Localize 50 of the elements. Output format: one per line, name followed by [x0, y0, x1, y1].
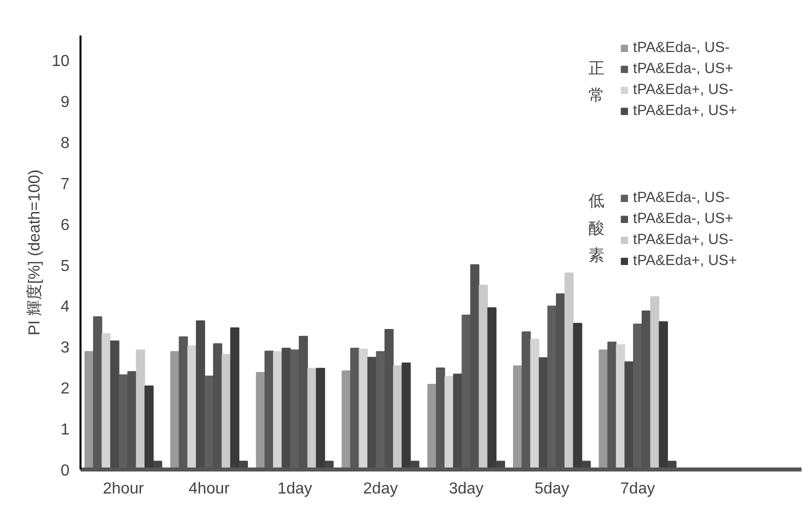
legend-label: tPA&Eda+, US+ — [633, 253, 738, 269]
bar — [598, 349, 608, 470]
bar — [273, 351, 282, 470]
bar — [616, 344, 626, 470]
bar — [478, 284, 488, 470]
bar — [513, 365, 522, 470]
y-tick-label: 10 — [52, 53, 70, 70]
annotation: 正常 — [588, 60, 604, 104]
x-tick-label: 2day — [363, 480, 398, 498]
x-tick-label: 7day — [620, 480, 655, 498]
y-tick-label: 1 — [60, 422, 70, 439]
bar — [342, 370, 351, 470]
bar — [256, 372, 266, 470]
y-tick-label: 6 — [60, 216, 70, 234]
bar — [136, 349, 146, 470]
legend-label: tPA&Eda+, US+ — [633, 103, 738, 119]
x-tick-label: 5day — [534, 480, 570, 498]
y-tick-label: 8 — [60, 134, 70, 152]
annotation: 低酸素 — [588, 193, 604, 264]
legend-label: tPA&Eda-, US- — [633, 190, 730, 206]
bar — [564, 272, 574, 470]
legend-label: tPA&Eda+, US- — [633, 82, 734, 98]
bar — [102, 333, 111, 470]
bar — [222, 354, 231, 470]
y-tick-label: 2 — [60, 380, 70, 398]
x-tick-label: 3day — [448, 480, 484, 498]
y-axis-title: PI 輝度[%] (death=100) — [26, 170, 44, 336]
y-tick-label: 5 — [60, 258, 70, 275]
bar — [170, 351, 180, 470]
y-tick-label: 0 — [60, 462, 70, 480]
x-tick-label: 2hour — [102, 480, 144, 498]
bar — [358, 348, 368, 470]
y-tick-label: 7 — [60, 176, 70, 193]
bar — [84, 351, 94, 470]
y-tick-label: 4 — [60, 298, 70, 316]
bar — [444, 376, 454, 470]
bar — [530, 338, 540, 470]
legend-label: tPA&Eda-, US+ — [633, 61, 734, 77]
legend-label: tPA&Eda-, US+ — [633, 211, 734, 227]
x-tick-label: 1day — [277, 480, 312, 498]
legend-label: tPA&Eda+, US- — [633, 232, 734, 248]
bar — [307, 368, 316, 470]
legend-label: tPA&Eda-, US- — [633, 40, 730, 56]
bar — [650, 296, 660, 470]
bar — [427, 384, 436, 470]
y-tick-label: 3 — [60, 340, 70, 357]
bar — [187, 345, 196, 470]
x-tick-label: 4hour — [188, 480, 230, 498]
y-tick-label: 9 — [60, 94, 70, 112]
bar — [393, 365, 402, 470]
